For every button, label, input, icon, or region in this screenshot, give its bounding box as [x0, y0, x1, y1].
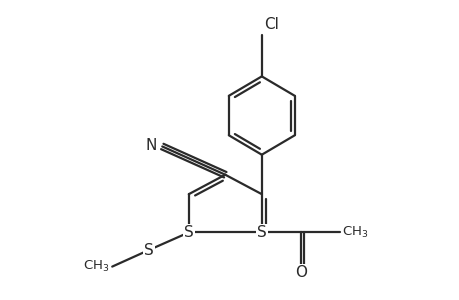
- Text: CH$_3$: CH$_3$: [83, 259, 110, 274]
- Text: CH$_3$: CH$_3$: [342, 225, 368, 240]
- Text: S: S: [144, 243, 153, 258]
- Text: O: O: [294, 265, 306, 280]
- Text: Cl: Cl: [263, 17, 279, 32]
- Text: N: N: [146, 138, 157, 153]
- Text: S: S: [257, 225, 266, 240]
- Text: S: S: [184, 225, 193, 240]
